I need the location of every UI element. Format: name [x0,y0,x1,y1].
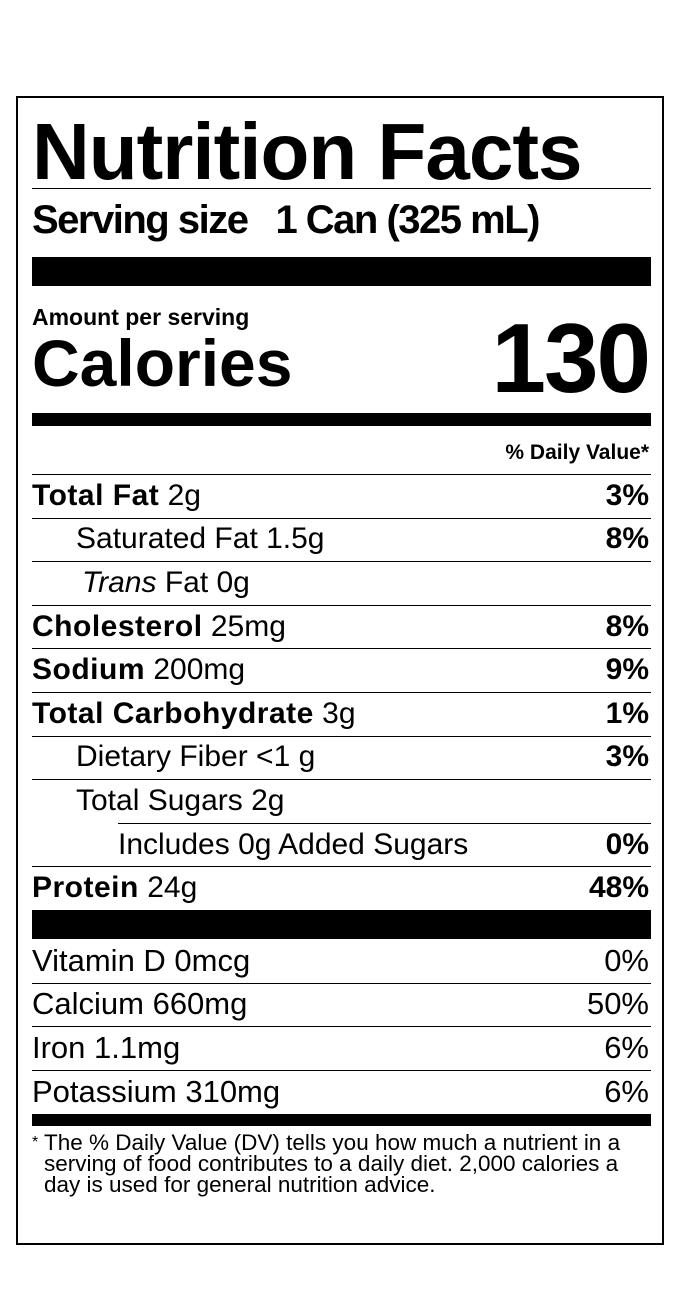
nutrient-row-trans-fat: Trans Fat 0g [32,561,651,605]
vitamin-row-iron: Iron 1.1mg 6% [32,1026,651,1070]
footnote-text: The % Daily Value (DV) tells you how muc… [44,1130,621,1197]
vitamin-dv: 50% [586,986,649,1022]
nutrient-amount: 25mg [210,609,286,643]
nutrient-dv: 9% [605,653,649,687]
nutrient-dv: 3% [605,478,649,512]
label-title: Nutrition Facts [32,107,582,196]
footnote-asterisk: * [32,1134,39,1151]
nutrient-name: Dietary Fiber <1 g [76,740,316,774]
nutrient-name: Saturated Fat 1.5g [76,522,325,556]
nutrient-list: Total Fat 2g 3% Saturated Fat 1.5g 8% Tr… [32,474,651,910]
daily-value-header: % Daily Value* [505,441,649,464]
vitamin-dv: 6% [604,1029,649,1065]
vitamin-dv: 0% [604,942,649,978]
nutrient-row-total-sugars: Total Sugars 2g [32,779,651,823]
vitamin-row-calcium: Calcium 660mg 50% [32,982,651,1027]
amount-per-serving: Amount per serving [32,304,250,330]
nutrient-amount: 2g [167,478,201,512]
footnote: * The % Daily Value (DV) tells you how m… [32,1130,651,1197]
nutrient-dv: 1% [605,696,649,730]
vitamin-list: Vitamin D 0mcg 0% Calcium 660mg 50% Iron… [32,939,651,1113]
nutrient-dv: 48% [588,871,649,905]
vitamin-name: Calcium 660mg [32,986,248,1022]
nutrient-name: Includes 0g Added Sugars [118,827,469,861]
nutrient-name-italic: Trans [82,565,157,599]
nutrient-name: Protein [32,871,139,905]
thick-divider [32,257,651,286]
nutrient-row-sodium: Sodium 200mg 9% [32,648,651,692]
nutrient-name: Fat 0g [164,565,250,599]
nutrient-dv: 0% [605,827,649,861]
nutrient-name: Cholesterol [32,609,203,643]
nutrient-row-total-carbohydrate: Total Carbohydrate 3g 1% [32,691,651,736]
nutrient-row-total-fat: Total Fat 2g 3% [32,474,651,518]
nutrient-amount: 3g [322,696,356,730]
nutrient-dv: 8% [605,609,649,643]
vitamin-dv: 6% [604,1073,649,1109]
nutrient-dv: 8% [605,522,649,556]
vitamin-row-potassium: Potassium 310mg 6% [32,1069,651,1114]
nutrient-amount: 200mg [153,653,246,687]
nutrient-name: Total Fat [32,478,160,512]
nutrient-row-saturated-fat: Saturated Fat 1.5g 8% [32,517,651,562]
nutrient-row-added-sugars: Includes 0g Added Sugars 0% [32,822,651,867]
nutrient-row-cholesterol: Cholesterol 25mg 8% [32,604,651,649]
divider [32,188,651,189]
nutrient-dv: 3% [605,740,649,774]
vitamin-name: Potassium 310mg [32,1073,281,1109]
calories-label: Calories [32,326,293,400]
nutrient-name: Total Carbohydrate [32,696,314,730]
vitamin-name: Iron 1.1mg [32,1029,181,1065]
medium-divider [32,1114,651,1126]
nutrient-row-protein: Protein 24g 48% [32,866,651,910]
nutrient-amount: 24g [147,871,198,905]
medium-divider [32,413,651,426]
thick-divider [32,910,651,939]
nutrient-name: Sodium [32,653,145,687]
serving-size-label: Serving size [32,198,249,242]
vitamin-name: Vitamin D 0mcg [32,942,251,978]
nutrient-row-dietary-fiber: Dietary Fiber <1 g 3% [32,735,651,780]
serving-size: Serving size 1 Can (325 mL) [32,198,651,242]
nutrient-name: Total Sugars 2g [76,783,285,817]
calories-value: 130 [491,303,651,413]
nutrition-facts-label: Nutrition Facts Serving size 1 Can (325 … [16,96,664,1245]
serving-size-value: 1 Can (325 mL) [275,198,540,242]
vitamin-row-vitamin-d: Vitamin D 0mcg 0% [32,939,651,983]
